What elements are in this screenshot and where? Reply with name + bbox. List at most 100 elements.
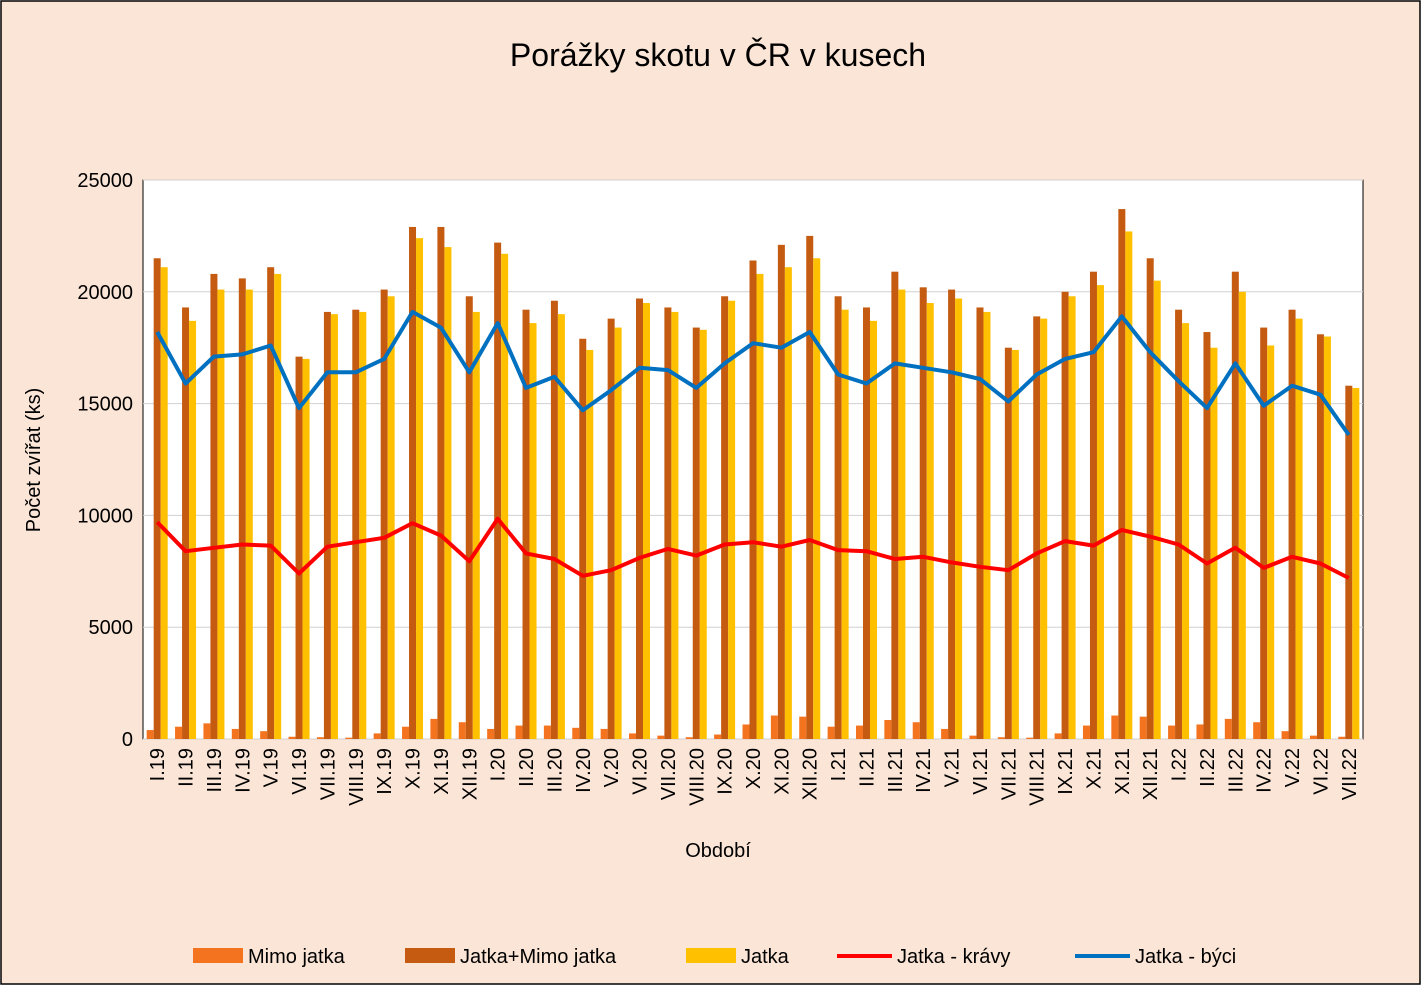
bar: [855, 725, 863, 739]
bar: [714, 734, 722, 739]
x-tick-label: VI.22: [1310, 748, 1332, 795]
bar: [522, 309, 530, 739]
bar: [976, 307, 984, 739]
bar: [330, 314, 338, 739]
x-tick-label: V.20: [601, 748, 623, 787]
bar: [175, 726, 183, 739]
bar: [770, 715, 778, 739]
bar: [643, 302, 651, 739]
bar: [1203, 332, 1211, 739]
bar: [983, 311, 991, 739]
bar: [614, 327, 622, 739]
bar: [1033, 316, 1041, 739]
bar: [657, 735, 665, 739]
bar: [884, 719, 892, 739]
legend-swatch: [405, 948, 455, 963]
bar: [1089, 271, 1097, 739]
bar: [373, 733, 381, 739]
x-tick-label: IX.20: [715, 748, 737, 795]
x-tick-label: I.19: [147, 748, 169, 781]
bar: [777, 244, 785, 739]
x-tick-label: III.19: [204, 748, 226, 792]
bar: [260, 731, 268, 739]
bar: [380, 289, 388, 739]
bar: [1231, 271, 1239, 739]
legend-label: Jatka - krávy: [897, 946, 1010, 968]
bar: [728, 300, 736, 739]
x-tick-label: VII.19: [317, 748, 339, 800]
x-tick-label: III.20: [544, 748, 566, 792]
bar: [543, 725, 551, 739]
bar: [1146, 258, 1154, 739]
bar: [316, 737, 324, 739]
bar: [1011, 349, 1019, 739]
bar: [416, 238, 424, 740]
bar: [203, 723, 211, 739]
x-tick-label: IV.22: [1254, 748, 1276, 793]
bar: [409, 226, 417, 739]
bar: [1004, 347, 1012, 739]
bar: [1309, 735, 1317, 739]
y-tick-label: 5000: [89, 617, 134, 639]
bar: [1182, 323, 1190, 739]
x-tick-label: VI.20: [630, 748, 652, 795]
bar: [898, 289, 906, 739]
bar: [274, 273, 282, 739]
bar: [671, 311, 679, 739]
x-tick-label: VII.21: [998, 748, 1020, 800]
bar: [1040, 318, 1048, 739]
bar: [1352, 387, 1360, 739]
bar: [359, 311, 367, 739]
bar: [1082, 725, 1090, 739]
bar: [969, 735, 977, 739]
bar: [245, 289, 253, 739]
bar: [955, 298, 963, 739]
chart-title: Porážky skotu v ČR v kusech: [510, 37, 926, 73]
x-tick-label: III.21: [885, 748, 907, 792]
x-tick-label: IV.21: [913, 748, 935, 793]
bar: [664, 307, 672, 739]
bar: [1168, 725, 1176, 739]
bar: [749, 260, 757, 739]
bar: [146, 730, 154, 739]
bar: [1139, 716, 1147, 739]
bar: [1153, 280, 1161, 739]
x-tick-label: VII.20: [658, 748, 680, 800]
bar: [160, 267, 168, 739]
bar: [1238, 291, 1246, 739]
bar: [189, 320, 197, 739]
bar: [352, 309, 360, 739]
bar: [1175, 309, 1183, 739]
x-tick-label: I.20: [488, 748, 510, 781]
bar: [1253, 722, 1261, 739]
x-tick-label: III.22: [1225, 748, 1247, 792]
bar: [430, 718, 438, 739]
x-tick-label: V.21: [942, 748, 964, 787]
bar: [997, 737, 1005, 739]
bar: [607, 318, 615, 739]
x-tick-label: II.20: [516, 748, 538, 787]
bar: [862, 307, 870, 739]
bar: [515, 725, 523, 739]
bar: [636, 298, 644, 739]
x-tick-label: XII.21: [1140, 748, 1162, 800]
bar: [267, 267, 275, 739]
bar: [1118, 209, 1126, 739]
line: [155, 516, 1350, 580]
bar: [841, 309, 849, 739]
y-tick-label: 20000: [77, 282, 133, 304]
y-tick-label: 10000: [77, 505, 133, 527]
y-axis-title: Počet zvířat (ks): [23, 388, 45, 532]
bar: [827, 726, 835, 739]
bar: [472, 311, 480, 739]
bar: [444, 247, 452, 739]
bar: [1096, 285, 1104, 739]
bar: [1061, 291, 1069, 739]
legend-label: Mimo jatka: [248, 946, 346, 968]
bar: [784, 267, 792, 739]
x-tick-label: X.20: [743, 748, 765, 789]
bar: [586, 349, 594, 739]
x-tick-label: VIII.19: [346, 748, 368, 806]
bar: [685, 737, 693, 739]
